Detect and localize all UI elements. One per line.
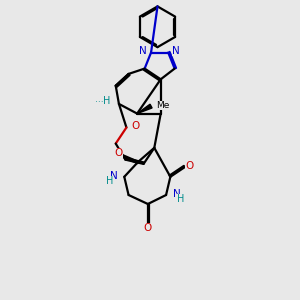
- Text: O: O: [185, 161, 194, 171]
- Text: ···H: ···H: [95, 98, 110, 107]
- Polygon shape: [137, 104, 152, 114]
- Text: N: N: [110, 171, 118, 181]
- Text: H: H: [177, 194, 184, 204]
- Text: N: N: [172, 46, 180, 56]
- Text: O: O: [144, 223, 152, 232]
- Text: O: O: [131, 122, 140, 131]
- Text: H: H: [103, 96, 111, 106]
- Text: N: N: [172, 189, 180, 199]
- Text: O: O: [114, 148, 123, 158]
- Text: Me: Me: [156, 100, 170, 109]
- Text: N: N: [140, 46, 147, 56]
- Text: H: H: [106, 176, 113, 186]
